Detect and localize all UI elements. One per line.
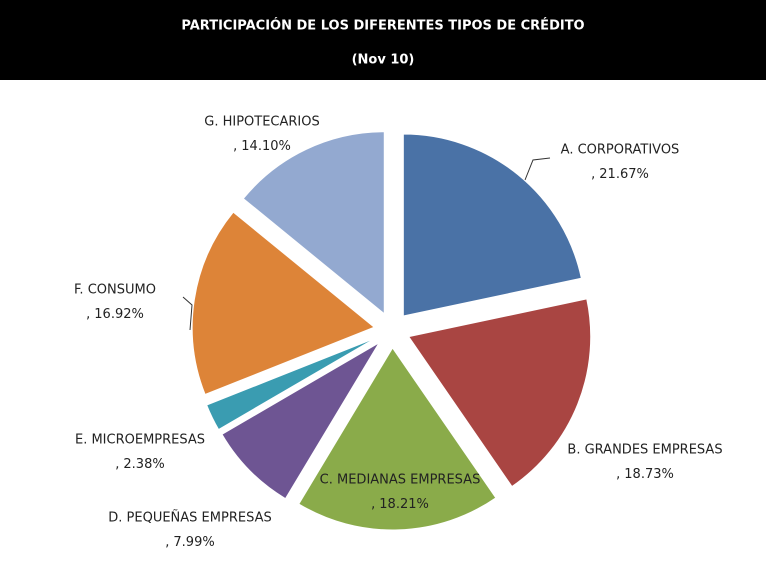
pie-slice <box>206 337 377 431</box>
label-separator: , <box>86 307 90 322</box>
slice-label-value: , 18.73% <box>616 467 674 482</box>
value-label: 18.21% <box>379 497 429 512</box>
slice-label-value: , 2.38% <box>115 457 164 472</box>
label-separator: , <box>591 167 595 182</box>
slice-label-name: C. MEDIANAS EMPRESAS <box>320 473 481 488</box>
value-label: 18.73% <box>624 467 674 482</box>
slice-label-name: A. CORPORATIVOS <box>561 143 680 158</box>
pie-slice <box>191 211 376 396</box>
label-separator: , <box>165 535 169 550</box>
label-separator: , <box>115 457 119 472</box>
value-label: 7.99% <box>173 535 214 550</box>
value-label: 2.38% <box>123 457 164 472</box>
slice-label-value: , 18.21% <box>371 497 429 512</box>
value-label: 21.67% <box>599 167 649 182</box>
value-label: 14.10% <box>241 139 291 154</box>
label-separator: , <box>371 497 375 512</box>
slice-label-name: E. MICROEMPRESAS <box>75 433 205 448</box>
label-separator: , <box>616 467 620 482</box>
slice-label-value: , 14.10% <box>233 139 291 154</box>
slice-label-name: F. CONSUMO <box>74 283 156 298</box>
leader-line <box>182 296 193 331</box>
value-label: 16.92% <box>94 307 144 322</box>
pie-slice <box>402 133 582 317</box>
leader-line <box>524 157 551 181</box>
slice-label-value: , 16.92% <box>86 307 144 322</box>
header-band <box>0 0 766 80</box>
slice-label-value: , 7.99% <box>165 535 214 550</box>
chart-title: PARTICIPACIÓN DE LOS DIFERENTES TIPOS DE… <box>181 18 584 34</box>
slice-label-name: D. PEQUEÑAS EMPRESAS <box>108 510 271 526</box>
label-separator: , <box>233 139 237 154</box>
slice-label-name: G. HIPOTECARIOS <box>204 115 320 130</box>
slice-label-name: B. GRANDES EMPRESAS <box>567 443 722 458</box>
pie-slice <box>298 347 497 531</box>
chart-subtitle: (Nov 10) <box>352 53 415 68</box>
pie-slice <box>221 342 380 500</box>
slice-label-value: , 21.67% <box>591 167 649 182</box>
pie-slice <box>407 298 592 488</box>
pie-slice <box>242 131 385 315</box>
